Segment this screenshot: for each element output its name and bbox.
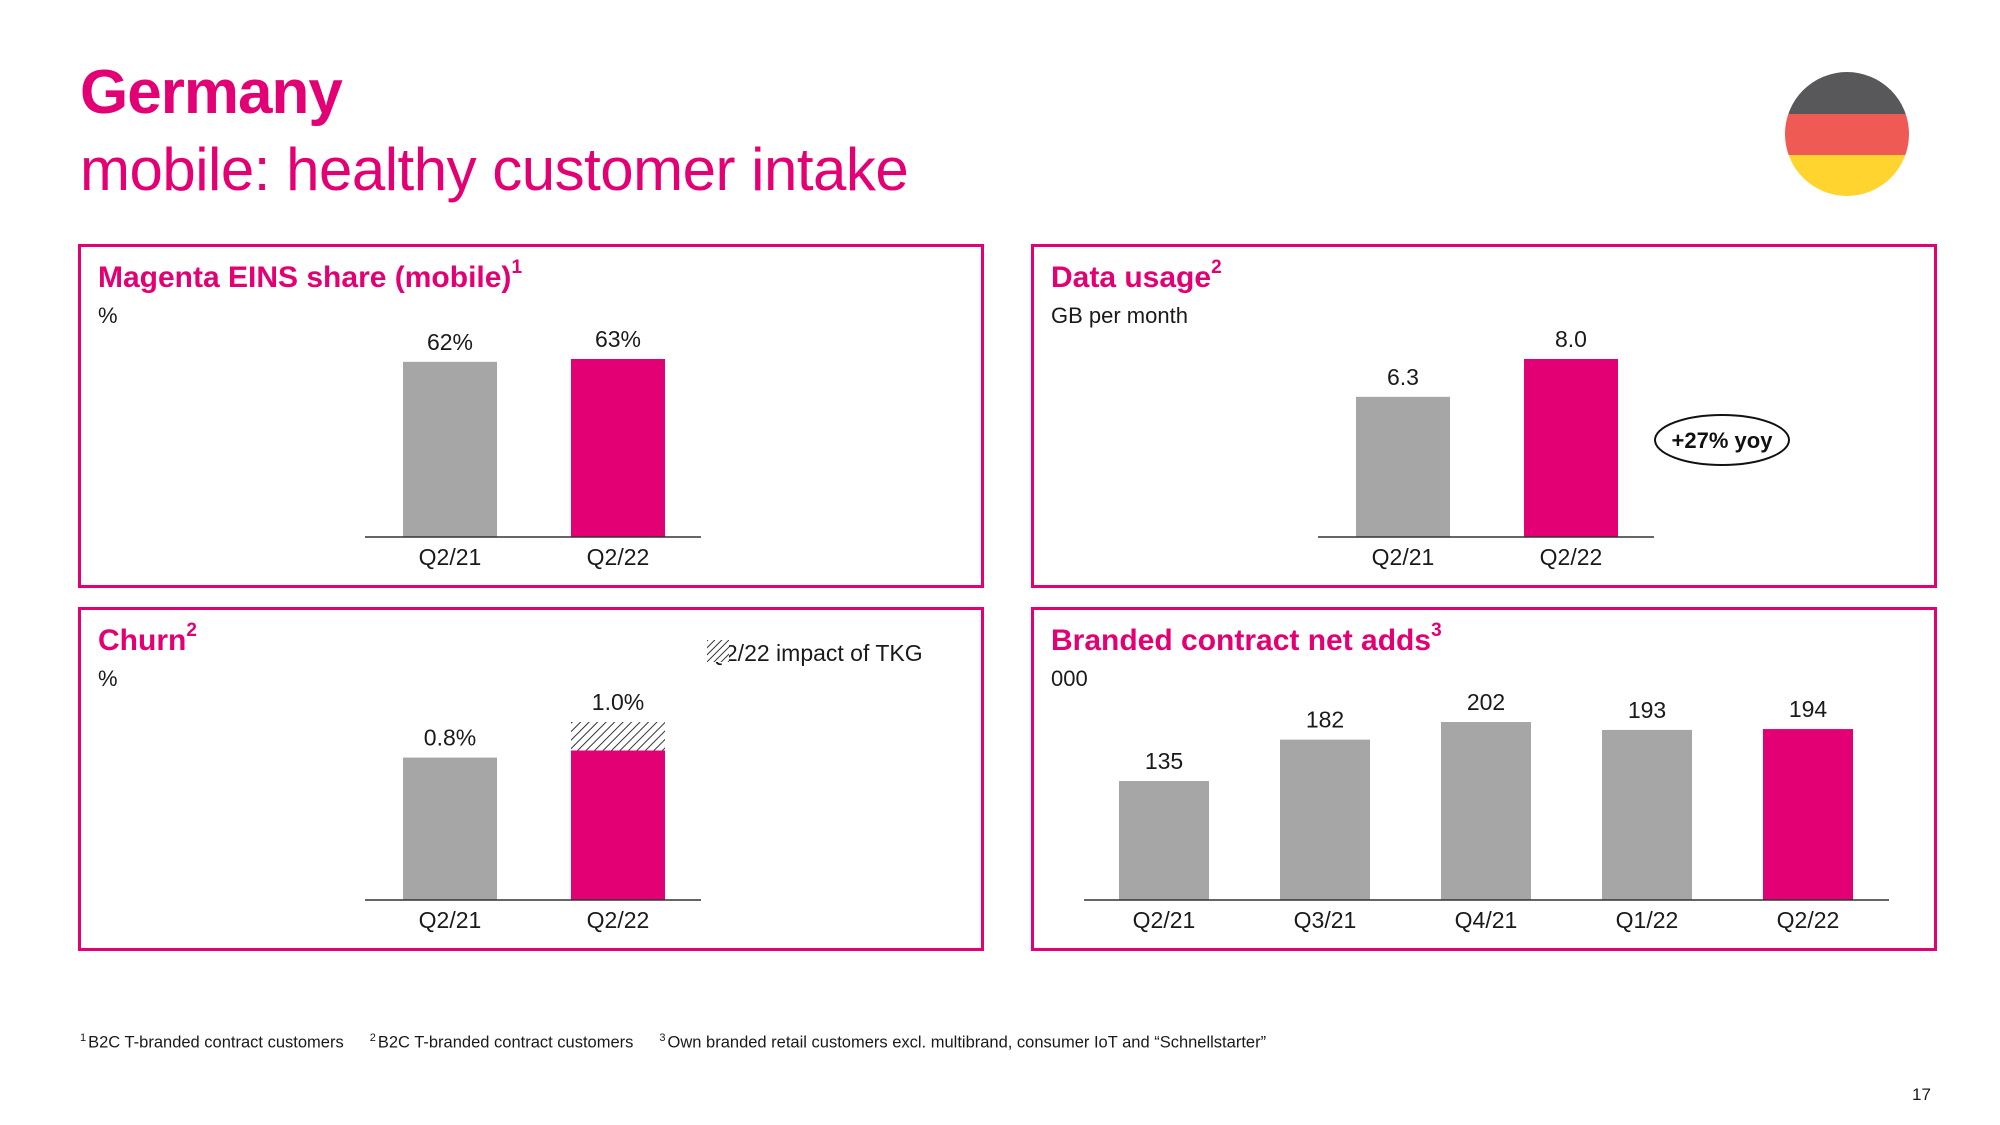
value-label: 202: [1467, 689, 1505, 715]
category-label: Q2/21: [419, 544, 482, 570]
hatch-swatch-icon: [707, 640, 729, 662]
category-label: Q1/22: [1616, 907, 1679, 933]
panel-title: Data usage2: [1051, 257, 1222, 294]
churn-chart: 0.8% Q2/21 1.0% Q2/22: [365, 689, 701, 933]
panel-unit: GB per month: [1051, 303, 1188, 328]
footnote-3: 3 Own branded retail customers excl. mult…: [659, 1032, 1267, 1052]
value-label: 0.8%: [424, 725, 476, 751]
footnote-1: 1 B2C T-branded contract customers: [80, 1032, 344, 1052]
panel-unit: %: [98, 303, 118, 328]
germany-flag-icon: [1785, 72, 1909, 196]
magenta-eins-chart: 62% Q2/21 63% Q2/22: [365, 326, 701, 570]
tkg-legend: Q2/22 impact of TKG: [707, 640, 923, 667]
bar-Q2-22: [1763, 729, 1853, 900]
value-label: 182: [1306, 707, 1344, 733]
svg-text:+27% yoy: +27% yoy: [1672, 428, 1774, 453]
data-usage-panel: Data usage2 GB per month 6.3 Q2/21 8.0 Q2/2…: [1031, 244, 1937, 588]
panel-unit: %: [98, 666, 118, 691]
value-label: 63%: [595, 326, 641, 352]
category-label: Q2/21: [1372, 544, 1435, 570]
bar-Q2-21: [1119, 781, 1209, 900]
category-label: Q2/21: [419, 907, 482, 933]
category-label: Q4/21: [1455, 907, 1518, 933]
bar-Q1-22: [1602, 729, 1692, 900]
bar-Q2-21: [1356, 396, 1450, 537]
bar-Q2-22: [1524, 359, 1618, 537]
panel-title: Churn2: [98, 620, 197, 657]
net-adds-chart: 135 Q2/21 182 Q3/21 202 Q4/21 193 Q1/22 194 Q2/22: [1084, 689, 1889, 933]
category-label: Q2/22: [587, 544, 650, 570]
tkg-impact-segment: [571, 722, 665, 751]
value-label: 1.0%: [592, 689, 644, 715]
value-label: 194: [1789, 696, 1828, 722]
page-subtitle: mobile: healthy customer intake: [80, 136, 909, 203]
yoy-annotation: +27% yoy: [1654, 414, 1790, 466]
churn-panel: Churn2 % Q2/22 impact of TKG 0.8% Q2/21 1.…: [78, 607, 984, 951]
footnotes: 1 B2C T-branded contract customers 2 B2C T…: [80, 1032, 1266, 1053]
bar-Q3-21: [1280, 739, 1370, 900]
bar-Q4-21: [1441, 722, 1531, 900]
category-label: Q3/21: [1294, 907, 1357, 933]
net-adds-panel: Branded contract net adds3 000 135 Q2/21 1…: [1031, 607, 1937, 951]
bar-Q2-22: [571, 359, 665, 537]
value-label: 6.3: [1387, 364, 1419, 390]
category-label: Q2/22: [1540, 544, 1603, 570]
panel-unit: 000: [1051, 666, 1088, 691]
value-label: 8.0: [1555, 326, 1587, 352]
category-label: Q2/22: [587, 907, 650, 933]
data-usage-chart: 6.3 Q2/21 8.0 Q2/22 +27% yoy: [1318, 326, 1790, 570]
bar-Q2-21: [403, 361, 497, 537]
value-label: 135: [1145, 748, 1183, 774]
page-number: 17: [1912, 1085, 1931, 1104]
panel-title: Branded contract net adds3: [1051, 620, 1442, 657]
category-label: Q2/22: [1777, 907, 1840, 933]
magenta-eins-share-panel: Magenta EINS share (mobile)1 % 62% Q2/21 6…: [78, 244, 984, 588]
legend-label: Q2/22 impact of TKG: [707, 640, 923, 666]
page-title: Germany: [80, 58, 343, 127]
panel-title: Magenta EINS share (mobile)1: [98, 257, 523, 294]
category-label: Q2/21: [1133, 907, 1196, 933]
bar-Q2-21: [403, 757, 497, 900]
value-label: 193: [1628, 697, 1666, 723]
footnote-2: 2 B2C T-branded contract customers: [369, 1032, 634, 1052]
bar-Q2-22: [571, 750, 665, 900]
value-label: 62%: [427, 329, 473, 355]
